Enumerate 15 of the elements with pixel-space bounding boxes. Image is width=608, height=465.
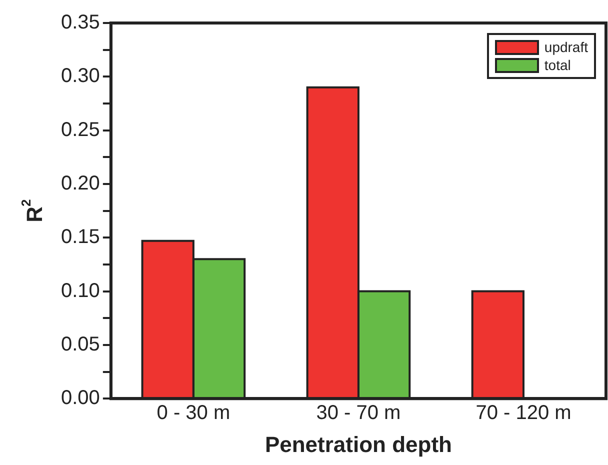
legend-label: total — [544, 56, 571, 74]
y-tick-label: 0.10 — [60, 280, 100, 302]
x-axis-title: Penetration depth — [264, 432, 452, 457]
x-tick-label: 70 - 120 m — [476, 402, 572, 424]
y-tick-label: 0.00 — [60, 387, 100, 410]
y-tick-label: 0.15 — [60, 226, 100, 248]
y-tick-label: 0.25 — [60, 118, 100, 141]
legend-label: updraft — [544, 38, 588, 56]
y-axis-title: R2 — [18, 199, 48, 222]
y-tick-label: 0.30 — [60, 65, 100, 88]
x-tick-label: 0 - 30 m — [156, 402, 230, 424]
y-tick-label: 0.05 — [60, 333, 100, 356]
y-tick-label: 0.20 — [60, 172, 100, 194]
y-tick-label: 0.35 — [60, 12, 100, 34]
x-tick-label: 30 - 70 m — [316, 402, 401, 424]
